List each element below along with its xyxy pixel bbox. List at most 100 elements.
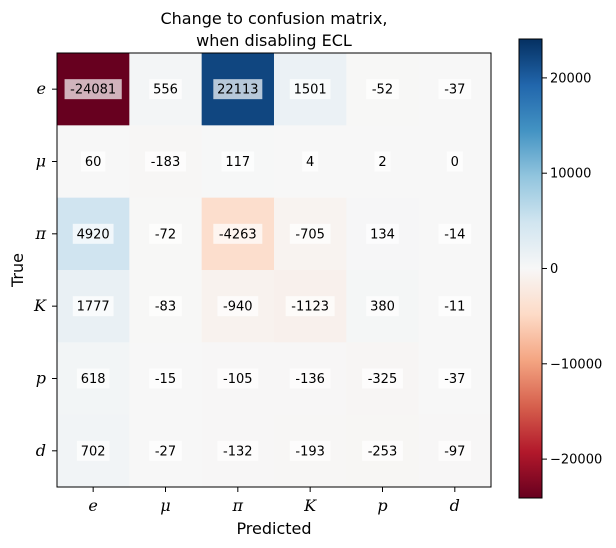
cell-value-3-4: 380 xyxy=(370,300,395,315)
x-tick-label-3: K xyxy=(303,496,317,515)
cell-value-2-2: -4263 xyxy=(219,227,257,242)
cell-value-2-0: 4920 xyxy=(77,227,110,242)
cell-label-box-4-5 xyxy=(438,368,472,389)
cell-label-box-4-1 xyxy=(149,368,182,389)
cell-label-box-3-5 xyxy=(438,296,472,317)
cell-value-3-2: -940 xyxy=(223,300,253,315)
cell-value-4-0: 618 xyxy=(81,372,106,387)
cell-label-box-3-2 xyxy=(217,296,259,317)
cell-value-4-3: -136 xyxy=(295,372,325,387)
chart-title-line-1: Change to confusion matrix, xyxy=(160,9,387,28)
cell-value-0-5: -37 xyxy=(444,83,465,98)
cell-value-4-5: -37 xyxy=(444,372,465,387)
cell-value-5-2: -132 xyxy=(223,444,253,459)
cell-label-box-2-5 xyxy=(438,223,472,244)
cell-value-3-0: 1777 xyxy=(77,300,110,315)
cell-label-box-5-0 xyxy=(76,440,110,461)
cell-label-box-3-4 xyxy=(366,296,399,317)
y-axis-ticks: e μ π Kp d xyxy=(33,79,57,460)
colorbar-tick-label-0: −20000 xyxy=(550,453,602,468)
cell-value-3-1: -83 xyxy=(155,300,176,315)
cell-label-box-5-3 xyxy=(289,440,331,461)
colorbar-ticks: −20000 −10000 0 10000 20000 xyxy=(542,71,602,468)
cell-label-box-4-4 xyxy=(362,368,403,389)
cell-label-box-0-5 xyxy=(438,79,472,100)
cell-label-box-2-2 xyxy=(213,223,263,244)
cell-value-3-5: -11 xyxy=(444,300,465,315)
cell-value-5-5: -97 xyxy=(444,444,465,459)
cell-value-4-2: -105 xyxy=(223,372,253,387)
cell-value-1-1: -183 xyxy=(151,155,181,170)
cell-label-box-4-3 xyxy=(289,368,331,389)
y-tick-label-2: π xyxy=(34,224,46,243)
cell-value-0-0: -24081 xyxy=(70,83,116,98)
cell-label-box-3-3 xyxy=(285,296,335,317)
x-axis-label: Predicted xyxy=(236,519,311,538)
x-tick-label-4: p xyxy=(377,496,387,515)
cell-label-box-4-0 xyxy=(76,368,110,389)
colorbar xyxy=(518,38,543,499)
x-tick-label-1: μ xyxy=(160,496,170,515)
y-tick-label-4: p xyxy=(36,368,46,387)
cell-label-box-3-1 xyxy=(149,296,182,317)
cell-value-4-4: -325 xyxy=(368,372,398,387)
cell-value-2-4: 134 xyxy=(370,227,395,242)
colorbar-tick-label-1: −10000 xyxy=(550,357,602,372)
cell-value-5-4: -253 xyxy=(368,444,398,459)
cell-label-box-2-0 xyxy=(72,223,114,244)
y-axis-label: True xyxy=(8,253,27,288)
colorbar-tick-label-2: 0 xyxy=(550,262,558,277)
cell-label-box-5-4 xyxy=(362,440,403,461)
cell-label-box-0-2 xyxy=(213,79,263,100)
cell-label-box-5-2 xyxy=(217,440,259,461)
y-tick-label-0: e xyxy=(37,79,46,98)
cell-value-0-4: -52 xyxy=(372,83,393,98)
cell-label-box-0-3 xyxy=(289,79,331,100)
cell-value-2-5: -14 xyxy=(444,227,465,242)
cell-value-3-3: -1123 xyxy=(291,300,329,315)
cell-label-box-1-0 xyxy=(80,151,106,172)
y-tick-label-3: K xyxy=(33,296,47,315)
cell-label-box-1-3 xyxy=(302,151,319,172)
heatmap-cells xyxy=(57,53,492,488)
y-tick-label-5: d xyxy=(36,441,46,460)
cell-value-1-0: 60 xyxy=(85,155,102,170)
x-tick-label-5: d xyxy=(450,496,460,515)
cell-value-5-0: 702 xyxy=(81,444,106,459)
cell-value-0-3: 1501 xyxy=(294,83,327,98)
y-tick-label-1: μ xyxy=(36,152,46,171)
cell-value-5-3: -193 xyxy=(295,444,325,459)
x-tick-label-0: e xyxy=(88,496,97,515)
cell-value-1-2: 117 xyxy=(225,155,250,170)
colorbar-tick-label-3: 10000 xyxy=(550,167,591,182)
cell-value-labels: -24081 556 22113 1501 -52 -37 60 -183 117 4 2 0 4920… xyxy=(64,79,472,461)
cell-value-1-3: 4 xyxy=(306,155,314,170)
cell-label-box-1-2 xyxy=(221,151,255,172)
cell-value-2-1: -72 xyxy=(155,227,176,242)
cell-value-4-1: -15 xyxy=(155,372,176,387)
colorbar-tick-label-4: 20000 xyxy=(550,71,591,86)
cell-label-box-0-0 xyxy=(64,79,122,100)
x-tick-label-2: π xyxy=(232,496,244,515)
cell-value-0-1: 556 xyxy=(153,83,178,98)
cell-label-box-1-4 xyxy=(374,151,391,172)
cell-label-box-5-5 xyxy=(438,440,472,461)
cell-label-box-2-1 xyxy=(149,223,182,244)
cell-value-5-1: -27 xyxy=(155,444,176,459)
cell-label-box-0-4 xyxy=(366,79,399,100)
plot-frame xyxy=(56,52,492,488)
cell-label-box-1-1 xyxy=(145,151,186,172)
chart-title-line-2: when disabling ECL xyxy=(196,31,352,50)
cell-label-box-5-1 xyxy=(149,440,182,461)
cell-label-box-1-5 xyxy=(446,151,463,172)
cell-value-0-2: 22113 xyxy=(217,83,258,98)
cell-label-box-3-0 xyxy=(72,296,114,317)
cell-label-box-2-3 xyxy=(289,223,331,244)
cell-value-1-5: 0 xyxy=(451,155,459,170)
cell-label-box-2-4 xyxy=(366,223,399,244)
cell-label-box-4-2 xyxy=(217,368,259,389)
cell-label-box-0-1 xyxy=(149,79,182,100)
cell-value-1-4: 2 xyxy=(378,155,386,170)
